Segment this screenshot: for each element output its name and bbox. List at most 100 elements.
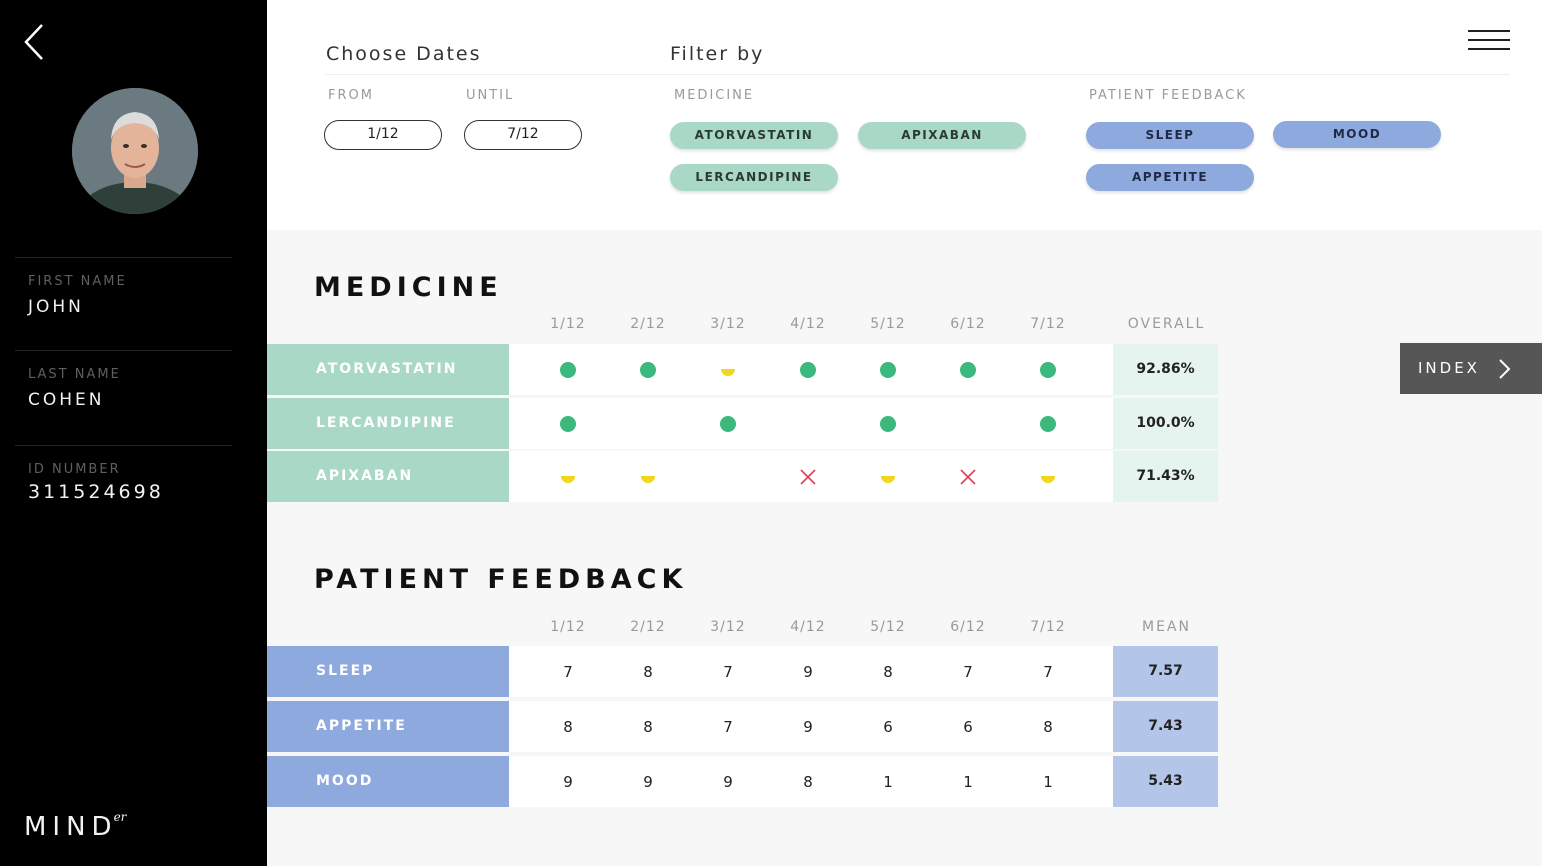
medicine-cell [1028,451,1068,502]
from-label: FROM [328,88,374,103]
menu-button[interactable] [1468,30,1510,54]
taken-dot-icon [880,361,896,378]
taken-dot-icon [560,361,576,378]
overall-value: 71.43% [1113,451,1218,502]
chevron-left-icon [24,24,43,60]
feedback-row-label[interactable]: SLEEP [267,646,509,697]
taken-dot-icon [800,361,816,378]
partial-half-dot-icon [881,476,895,483]
until-label: UNTIL [466,88,515,103]
mean-header: MEAN [1142,619,1191,635]
missed-x-icon [800,468,816,485]
medicine-cell [708,344,748,395]
medicine-cell [628,451,668,502]
overall-header: OVERALL [1127,316,1206,332]
chip-apixaban[interactable]: APIXABAN [858,122,1026,149]
taken-dot-icon [720,415,736,432]
partial-half-dot-icon [641,476,655,483]
chevron-right-icon [1499,359,1511,379]
medicine-title: MEDICINE [314,272,503,303]
taken-dot-icon [640,361,656,378]
medicine-row-label[interactable]: APIXABAN [267,451,509,502]
feedback-score: 8 [1043,717,1053,736]
feedback-score: 7 [723,662,733,681]
taken-dot-icon [960,361,976,378]
mean-value: 7.57 [1113,646,1218,697]
medicine-cell [628,344,668,395]
feedback-score: 6 [883,717,893,736]
feedback-score: 9 [803,662,813,681]
taken-dot-icon [1040,415,1056,432]
feedback-row-label[interactable]: MOOD [267,756,509,807]
mean-value: 5.43 [1113,756,1218,807]
column-header-date: 2/12 [630,619,666,635]
filter-by-heading: Filter by [670,43,765,65]
partial-half-dot-icon [561,476,575,483]
feedback-score: 7 [723,717,733,736]
feedback-row-label[interactable]: APPETITE [267,701,509,752]
medicine-cell [628,398,668,449]
medicine-cell [788,344,828,395]
taken-dot-icon [880,415,896,432]
column-header-date: 5/12 [870,619,906,635]
feedback-score: 8 [643,717,653,736]
medicine-filter-label: MEDICINE [674,88,755,103]
feedback-score: 9 [563,772,573,791]
overall-value: 100.0% [1113,398,1218,449]
last-name-label: LAST NAME [28,367,121,382]
feedback-score: 1 [883,772,893,791]
until-date-input[interactable]: 7/12 [464,120,582,150]
column-header-date: 6/12 [950,619,986,635]
medicine-cell [868,451,908,502]
sidebar: FIRST NAME JOHN LAST NAME COHEN ID NUMBE… [0,0,267,866]
chip-atorvastatin[interactable]: ATORVASTATIN [670,122,838,149]
medicine-cell [548,398,588,449]
partial-half-dot-icon [721,369,735,376]
medicine-cell [948,344,988,395]
column-header-date: 1/12 [550,316,586,332]
mean-value: 7.43 [1113,701,1218,752]
index-button[interactable]: INDEX [1400,343,1542,394]
feedback-title: PATIENT FEEDBACK [314,564,688,595]
medicine-cell [868,344,908,395]
column-header-date: 2/12 [630,316,666,332]
column-header-date: 7/12 [1030,316,1066,332]
medicine-cell [708,451,748,502]
column-header-date: 3/12 [710,316,746,332]
chip-lercandipine[interactable]: LERCANDIPINE [670,164,838,191]
feedback-score: 8 [563,717,573,736]
column-header-date: 3/12 [710,619,746,635]
chip-appetite[interactable]: APPETITE [1086,164,1254,191]
missed-x-icon [960,468,976,485]
medicine-row-label[interactable]: LERCANDIPINE [267,398,509,449]
feedback-score: 8 [643,662,653,681]
hamburger-menu-icon [1468,30,1510,50]
last-name-value: COHEN [28,390,105,410]
id-number-value: 311524698 [28,481,164,503]
column-header-date: 4/12 [790,316,826,332]
first-name-field: FIRST NAME JOHN [15,257,232,317]
choose-dates-heading: Choose Dates [326,43,482,65]
feedback-score: 9 [643,772,653,791]
feedback-score: 1 [1043,772,1053,791]
from-date-input[interactable]: 1/12 [324,120,442,150]
back-button[interactable] [20,22,50,62]
taken-dot-icon [1040,361,1056,378]
id-number-label: ID NUMBER [28,462,121,477]
chip-sleep[interactable]: SLEEP [1086,122,1254,149]
medicine-cell [868,398,908,449]
brand-logo: MINDer [24,810,130,842]
medicine-cell [788,398,828,449]
overall-value: 92.86% [1113,344,1218,395]
feedback-score: 9 [723,772,733,791]
feedback-score: 6 [963,717,973,736]
chip-mood[interactable]: MOOD [1273,121,1441,148]
medicine-row-label[interactable]: ATORVASTATIN [267,344,509,395]
brand-name: MIND [24,812,118,842]
feedback-score: 9 [803,717,813,736]
column-header-date: 1/12 [550,619,586,635]
feedback-score: 7 [563,662,573,681]
medicine-cell [708,398,748,449]
index-button-label: INDEX [1418,359,1480,377]
